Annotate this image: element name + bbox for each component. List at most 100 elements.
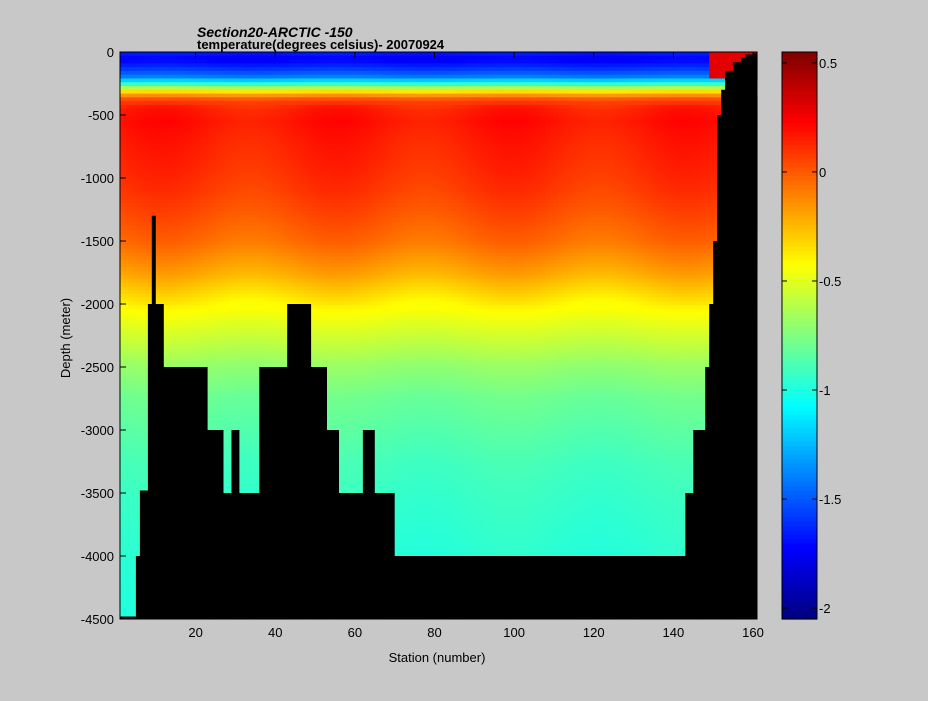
heatmap-cell xyxy=(227,456,233,461)
heatmap-cell xyxy=(151,142,157,148)
heatmap-cell xyxy=(131,305,137,310)
heatmap-cell xyxy=(143,271,149,276)
heatmap-cell xyxy=(227,482,233,488)
heatmap-cell xyxy=(195,241,201,246)
heatmap-cell xyxy=(179,293,185,299)
heatmap-cell xyxy=(195,316,201,321)
heatmap-cell xyxy=(219,309,225,314)
heatmap-cell xyxy=(139,112,145,117)
heatmap-cell xyxy=(211,411,217,416)
heatmap-cell xyxy=(207,59,213,64)
heatmap-cell xyxy=(211,172,217,178)
heatmap-cell xyxy=(203,176,209,182)
heatmap-cell xyxy=(155,301,161,306)
heatmap-cell xyxy=(239,445,245,450)
heatmap-cell xyxy=(211,161,217,166)
heatmap-cell xyxy=(247,380,252,386)
heatmap-cell xyxy=(215,414,221,420)
heatmap-cell xyxy=(239,278,245,284)
heatmap-cell xyxy=(207,55,213,61)
heatmap-cell xyxy=(183,361,189,367)
heatmap-cell xyxy=(239,433,245,439)
heatmap-cell xyxy=(239,146,245,151)
heatmap-cell xyxy=(227,237,233,242)
heatmap-cell xyxy=(227,343,233,348)
heatmap-cell xyxy=(215,218,221,223)
heatmap-cell xyxy=(151,184,157,189)
heatmap-cell xyxy=(235,358,241,363)
heatmap-cell xyxy=(231,55,237,61)
heatmap-cell xyxy=(223,309,229,314)
heatmap-cell xyxy=(127,78,133,83)
heatmap-cell xyxy=(211,67,217,72)
heatmap-cell xyxy=(203,237,209,242)
heatmap-cell xyxy=(207,116,213,121)
heatmap-cell xyxy=(219,263,225,269)
heatmap-cell xyxy=(139,426,145,431)
heatmap-cell xyxy=(127,237,133,242)
heatmap-cell xyxy=(187,225,193,231)
heatmap-cell xyxy=(131,52,137,57)
heatmap-cell xyxy=(195,199,201,204)
heatmap-cell xyxy=(195,172,201,178)
heatmap-cell xyxy=(155,112,161,117)
heatmap-cell xyxy=(203,358,209,363)
heatmap-cell xyxy=(235,354,241,359)
heatmap-cell xyxy=(127,339,133,344)
heatmap-cell xyxy=(143,471,149,476)
heatmap-cell xyxy=(203,59,209,64)
heatmap-cell xyxy=(235,63,241,68)
heatmap-cell xyxy=(167,290,173,295)
heatmap-cell xyxy=(120,157,125,163)
heatmap-cell xyxy=(135,104,141,110)
heatmap-cell xyxy=(231,422,237,427)
heatmap-cell xyxy=(163,320,169,325)
heatmap-cell xyxy=(120,562,125,567)
heatmap-cell xyxy=(223,259,229,265)
heatmap-cell xyxy=(223,222,229,227)
heatmap-cell xyxy=(227,411,233,416)
heatmap-cell xyxy=(131,97,137,102)
heatmap-cell xyxy=(167,89,173,95)
heatmap-cell xyxy=(123,320,129,325)
heatmap-cell xyxy=(231,195,237,201)
heatmap-cell xyxy=(143,116,149,121)
heatmap-cell xyxy=(183,104,189,110)
heatmap-cell xyxy=(235,256,241,261)
heatmap-cell xyxy=(219,320,225,325)
heatmap-cell xyxy=(127,411,133,416)
heatmap-cell xyxy=(127,407,133,412)
heatmap-cell xyxy=(195,55,201,61)
heatmap-cell xyxy=(247,218,252,223)
heatmap-cell xyxy=(120,116,125,121)
heatmap-cell xyxy=(171,120,177,125)
heatmap-cell xyxy=(159,301,165,306)
heatmap-cell xyxy=(120,327,125,333)
heatmap-cell xyxy=(231,78,237,83)
heatmap-cell xyxy=(123,214,129,219)
heatmap-cell xyxy=(131,373,137,378)
heatmap-cell xyxy=(143,305,149,310)
heatmap-cell xyxy=(251,112,256,117)
heatmap-cell xyxy=(203,172,209,178)
heatmap-cell xyxy=(175,309,181,314)
heatmap-cell xyxy=(179,286,185,291)
heatmap-cell xyxy=(207,127,213,132)
heatmap-cell xyxy=(187,350,193,355)
heatmap-cell xyxy=(191,195,197,201)
heatmap-cell xyxy=(199,67,205,72)
heatmap-cell xyxy=(135,312,141,318)
heatmap-cell xyxy=(159,89,165,95)
heatmap-cell xyxy=(163,271,169,276)
heatmap-cell xyxy=(207,316,213,321)
heatmap-cell xyxy=(247,369,252,374)
heatmap-cell xyxy=(179,199,185,204)
heatmap-cell xyxy=(215,403,221,408)
heatmap-cell xyxy=(183,82,189,87)
heatmap-cell xyxy=(227,479,233,484)
heatmap-cell xyxy=(223,176,229,182)
heatmap-cell xyxy=(167,123,173,129)
heatmap-cell xyxy=(235,138,241,144)
heatmap-cell xyxy=(131,505,137,510)
heatmap-cell xyxy=(247,59,252,64)
